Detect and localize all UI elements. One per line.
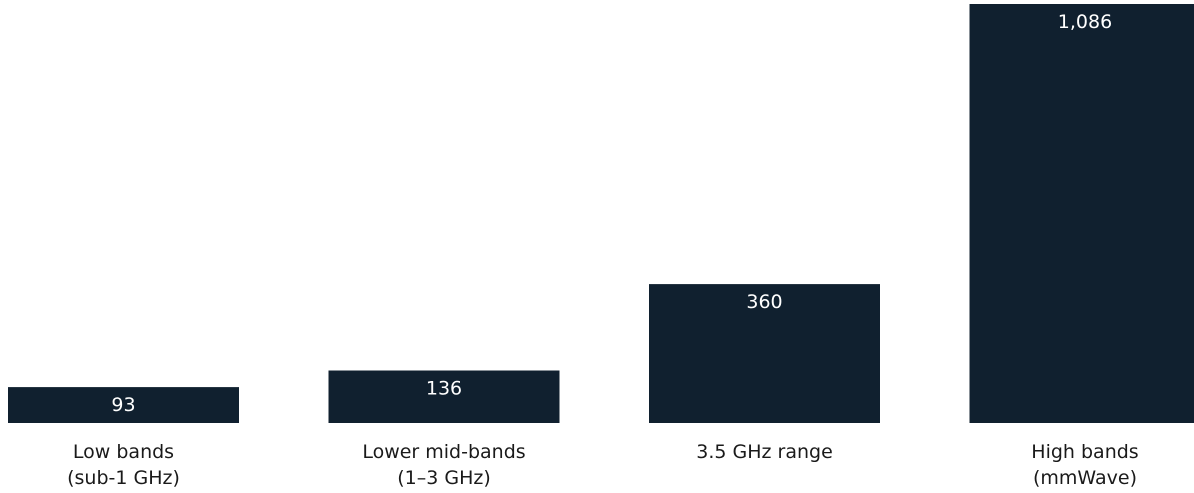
bar-1 bbox=[8, 387, 239, 423]
category-label-line: High bands bbox=[1031, 441, 1138, 463]
category-label-line: 3.5 GHz range bbox=[696, 441, 833, 463]
bar-value-label-2: 136 bbox=[426, 378, 462, 400]
category-label-line: Low bands bbox=[73, 441, 174, 463]
bar-value-label-3: 360 bbox=[746, 291, 782, 313]
category-label-line: (mmWave) bbox=[1033, 467, 1137, 489]
category-label-line: Lower mid-bands bbox=[362, 441, 525, 463]
bar-2 bbox=[328, 370, 560, 423]
bar-value-label-1: 93 bbox=[111, 394, 135, 416]
bar-value-label-4: 1,086 bbox=[1058, 11, 1112, 33]
category-label-3: 3.5 GHz range bbox=[696, 441, 833, 463]
bar-4 bbox=[969, 4, 1194, 423]
category-label-line: (sub-1 GHz) bbox=[67, 467, 180, 489]
category-label-line: (1–3 GHz) bbox=[397, 467, 491, 489]
bar-3 bbox=[649, 284, 880, 423]
category-label-1: Low bands (sub-1 GHz) bbox=[67, 441, 180, 489]
category-label-4: High bands (mmWave) bbox=[1031, 441, 1138, 489]
category-label-2: Lower mid-bands (1–3 GHz) bbox=[362, 441, 525, 489]
